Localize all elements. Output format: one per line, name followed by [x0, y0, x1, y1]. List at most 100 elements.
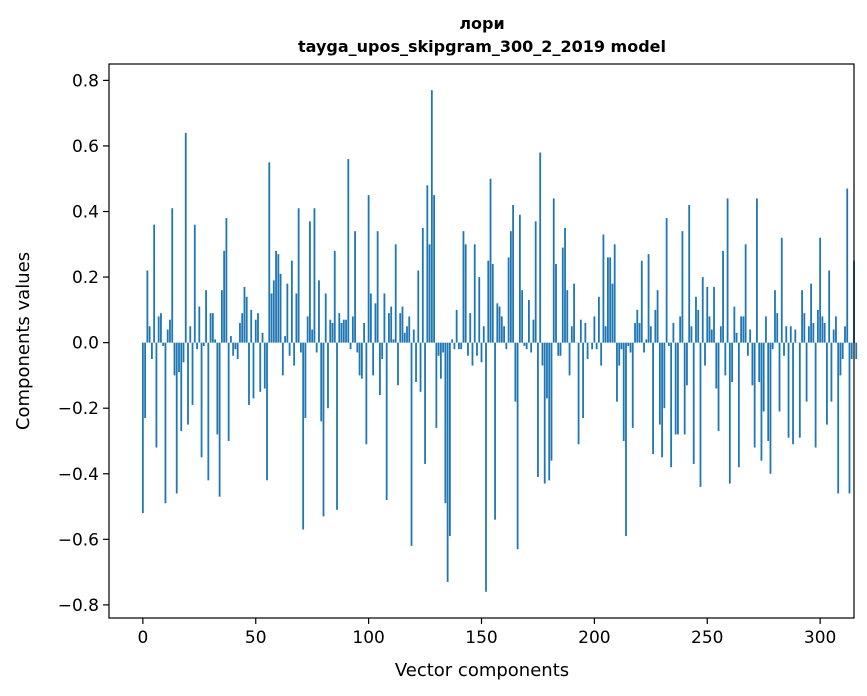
bar-141	[460, 342, 463, 350]
bar-210	[616, 342, 618, 402]
bar-137	[451, 339, 454, 343]
bar-246	[697, 309, 700, 343]
bar-161	[505, 342, 508, 350]
bar-87	[338, 313, 341, 343]
x-tick-label: 150	[465, 628, 497, 648]
bar-154	[489, 178, 492, 343]
bar-316	[855, 342, 858, 360]
bar-233	[667, 342, 670, 346]
y-tick-label: 0.0	[72, 334, 99, 354]
bar-238	[679, 316, 682, 343]
bar-211	[618, 342, 621, 366]
bar-24	[196, 342, 198, 350]
y-tick-label: −0.6	[58, 530, 99, 550]
bar-130	[435, 342, 438, 428]
bar-146	[471, 342, 474, 366]
bar-11	[166, 329, 169, 343]
bar-305	[830, 342, 833, 402]
x-tick-label: 250	[691, 628, 723, 648]
bar-219	[636, 309, 639, 343]
bar-22	[191, 342, 194, 405]
bar-188	[566, 290, 569, 343]
bar-150	[480, 342, 483, 363]
bar-111	[392, 339, 395, 343]
bar-112	[394, 244, 397, 343]
bar-183	[555, 263, 557, 343]
bar-76	[313, 208, 316, 343]
bar-1	[144, 342, 147, 419]
bar-194	[579, 319, 582, 343]
bar-271	[753, 342, 756, 448]
bar-155	[491, 263, 494, 343]
y-tick-label: 0.8	[72, 71, 99, 91]
bar-23	[193, 224, 196, 343]
bar-18	[182, 342, 185, 363]
bar-230	[661, 342, 664, 458]
bar-135	[446, 342, 449, 582]
bar-270	[751, 342, 754, 386]
bar-133	[442, 342, 445, 353]
bar-189	[568, 342, 571, 376]
bar-36	[223, 250, 226, 343]
bar-140	[458, 342, 460, 350]
bar-248	[701, 277, 704, 343]
bar-291	[798, 342, 801, 438]
bar-60	[277, 254, 280, 343]
bar-120	[412, 329, 415, 343]
x-tick-label: 100	[352, 628, 384, 648]
bar-179	[546, 342, 548, 399]
bar-245	[695, 296, 697, 343]
bar-311	[844, 326, 846, 343]
bar-255	[717, 342, 720, 432]
bar-57	[270, 293, 273, 343]
bar-207	[609, 257, 612, 343]
bar-202	[597, 296, 600, 343]
bar-138	[453, 342, 456, 350]
bar-134	[444, 342, 447, 504]
bar-221	[640, 260, 643, 343]
bar-77	[315, 342, 318, 353]
bar-162	[507, 257, 510, 343]
bar-82	[327, 342, 329, 409]
bar-71	[302, 342, 305, 530]
bar-249	[704, 342, 706, 366]
bar-12	[169, 319, 171, 343]
bar-88	[340, 322, 343, 343]
bar-299	[816, 309, 819, 343]
bar-180	[548, 342, 551, 481]
bar-16	[178, 342, 180, 373]
bar-28	[205, 290, 207, 343]
bar-256	[719, 326, 722, 343]
bar-3	[148, 326, 151, 343]
bar-19	[184, 132, 187, 343]
bar-15	[175, 342, 178, 494]
x-axis-label: Vector components	[395, 660, 569, 681]
plot-frame	[108, 63, 855, 619]
bar-27	[202, 342, 205, 346]
bar-247	[699, 342, 702, 487]
bar-312	[846, 188, 849, 343]
bar-2	[146, 270, 149, 343]
bars-group	[141, 90, 858, 592]
bar-119	[410, 342, 413, 546]
bar-74	[309, 221, 311, 343]
bar-153	[487, 260, 490, 343]
bar-284	[783, 342, 785, 356]
bar-149	[478, 277, 481, 343]
bar-42	[236, 342, 239, 360]
bar-156	[494, 342, 496, 520]
bar-93	[351, 316, 354, 343]
bar-86	[336, 342, 338, 510]
bar-176	[539, 152, 542, 343]
bar-215	[627, 342, 630, 346]
bar-304	[828, 270, 831, 343]
bar-231	[663, 342, 666, 409]
bar-83	[329, 319, 332, 343]
bar-107	[383, 293, 386, 343]
bar-185	[559, 342, 562, 356]
x-axis: 0 50 100 150 200 250 300	[137, 618, 836, 648]
bar-296	[810, 283, 813, 343]
bar-75	[311, 329, 314, 343]
bar-117	[406, 326, 408, 343]
